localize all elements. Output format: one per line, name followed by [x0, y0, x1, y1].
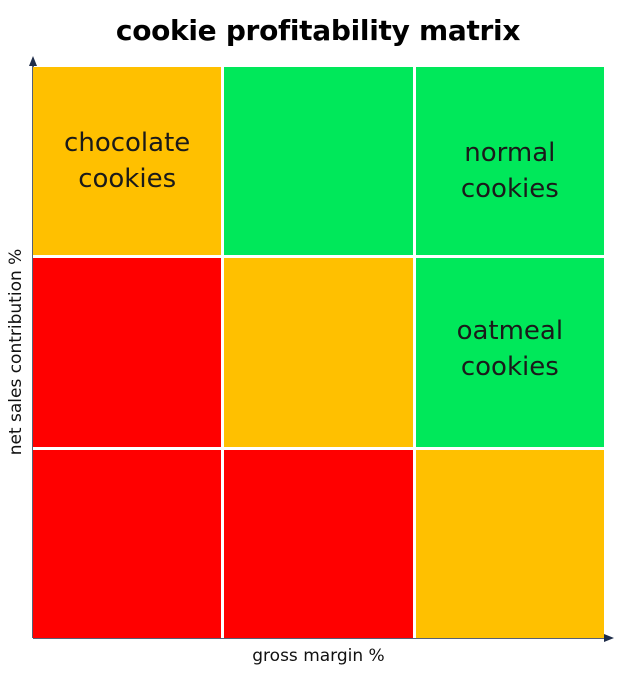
page-title: cookie profitability matrix	[115, 14, 521, 47]
cell-label-oatmeal-cookies: oatmeal cookies	[416, 313, 604, 385]
cell-label-line: normal	[464, 138, 556, 168]
cell-label-line: cookies	[78, 164, 177, 194]
matrix-cell-low-low	[33, 449, 222, 638]
matrix-cell-mid-low	[33, 258, 222, 447]
cell-label-line: oatmeal	[456, 316, 564, 347]
cell-label-line: chocolate	[64, 128, 191, 158]
matrix-cell-high-mid	[224, 67, 413, 256]
y-axis-arrow-icon	[29, 56, 37, 66]
x-axis-label: gross margin %	[252, 646, 385, 666]
matrix-cell-high-high: normal cookies	[415, 67, 604, 256]
matrix-cell-high-low: chocolate cookies	[33, 67, 222, 256]
matrix-cell-low-mid	[224, 449, 413, 638]
matrix-cell-mid-high: oatmeal cookies	[415, 258, 604, 447]
y-axis-label: net sales contribution %	[6, 248, 26, 456]
profitability-matrix: chocolate cookies normal cookies oatmeal…	[33, 67, 604, 638]
cell-label-chocolate-cookies: chocolate cookies	[33, 125, 221, 197]
cell-label-line: cookies	[460, 352, 559, 383]
cell-label-normal-cookies: normal cookies	[416, 135, 604, 207]
matrix-cell-low-high	[415, 449, 604, 638]
matrix-cell-mid-mid	[224, 258, 413, 447]
x-axis-arrow-icon	[604, 634, 614, 642]
cell-label-line: cookies	[460, 174, 559, 204]
